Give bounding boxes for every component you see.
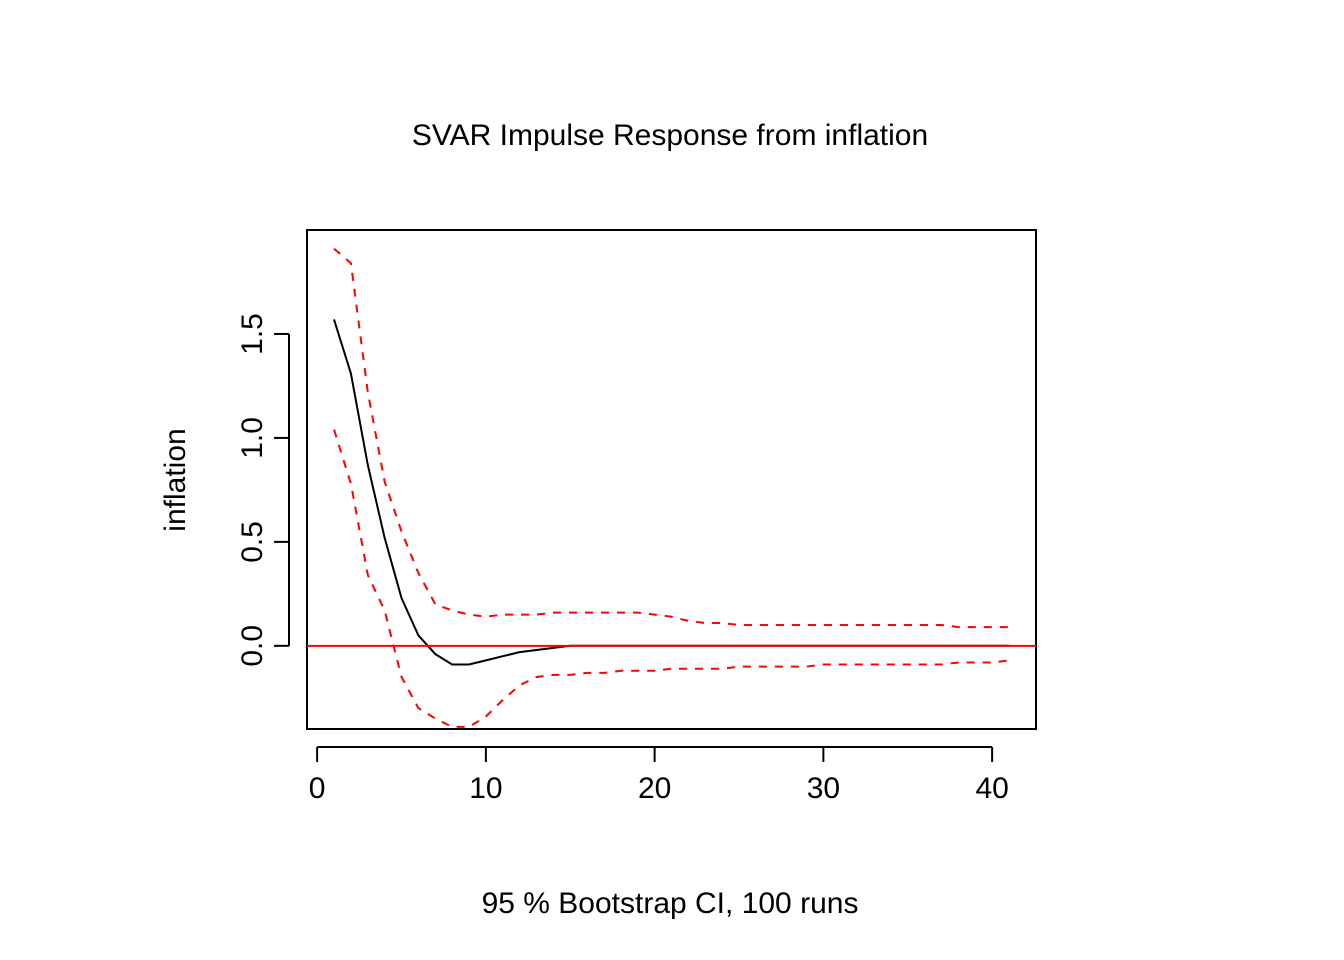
- x-tick-label: 30: [807, 772, 840, 805]
- y-axis: 0.0 0.5 1.0 1.5: [236, 313, 290, 667]
- x-tick-label: 10: [469, 772, 502, 805]
- y-tick-label: 0.5: [236, 521, 269, 563]
- x-axis-label: 95 % Bootstrap CI, 100 runs: [482, 887, 859, 920]
- series-line-upper: [333, 247, 1009, 629]
- chart-title: SVAR Impulse Response from inflation: [412, 119, 928, 152]
- series-layer: [307, 247, 1036, 728]
- y-tick-label: 1.0: [236, 417, 269, 459]
- x-axis: 0 10 20 30 40: [309, 746, 1009, 805]
- y-tick-label: 1.5: [236, 313, 269, 355]
- y-axis-label: inflation: [159, 428, 192, 531]
- y-tick-label: 0.0: [236, 625, 269, 667]
- series-line-lower: [333, 429, 1010, 728]
- plot-frame: [306, 229, 1037, 730]
- x-tick-label: 20: [638, 772, 671, 805]
- x-tick-label: 0: [309, 772, 326, 805]
- x-tick-label: 40: [975, 772, 1008, 805]
